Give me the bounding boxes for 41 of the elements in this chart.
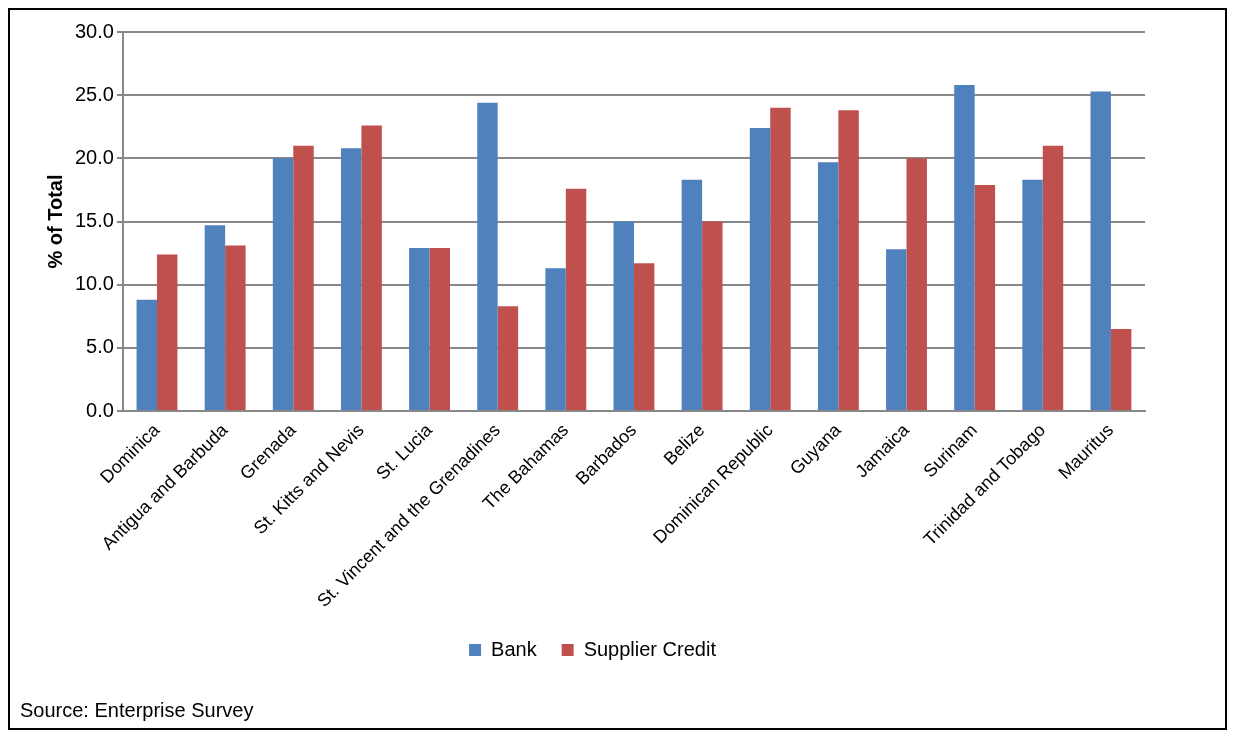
bar xyxy=(565,188,587,411)
bar xyxy=(272,158,294,411)
y-tick-label: 25.0 xyxy=(74,82,114,105)
bar xyxy=(545,268,566,411)
bar xyxy=(429,248,450,411)
bar xyxy=(974,184,996,411)
bar xyxy=(1042,145,1064,411)
bar xyxy=(817,162,839,411)
y-tick-label: 10.0 xyxy=(74,272,114,295)
y-tick-label: 30.0 xyxy=(74,19,114,42)
bar xyxy=(340,148,362,411)
bar xyxy=(1090,91,1111,411)
y-tick-label: 15.0 xyxy=(74,209,114,232)
bar xyxy=(770,107,791,411)
y-tick-label: 20.0 xyxy=(74,145,114,168)
bar xyxy=(361,125,382,411)
bar xyxy=(204,225,226,411)
bar xyxy=(157,254,178,411)
bar xyxy=(293,145,314,411)
bar xyxy=(477,102,498,411)
bar xyxy=(409,248,430,411)
bar xyxy=(906,158,927,411)
y-tick-label: 0.0 xyxy=(86,398,114,421)
bar xyxy=(497,306,519,411)
bar xyxy=(954,85,975,411)
bar xyxy=(136,299,157,411)
bar xyxy=(613,221,634,411)
y-tick-label: 5.0 xyxy=(86,335,114,358)
bar xyxy=(749,128,771,411)
bar xyxy=(886,249,907,411)
bar xyxy=(1022,179,1043,411)
bar xyxy=(702,221,723,411)
legend-label: Bank xyxy=(491,637,538,660)
source-note: Source: Enterprise Survey xyxy=(20,699,254,722)
bar xyxy=(838,110,859,411)
bar xyxy=(633,263,655,411)
bar xyxy=(1110,328,1132,411)
bar xyxy=(225,245,246,411)
bar xyxy=(681,179,703,411)
y-axis-title: % of Total xyxy=(43,174,66,269)
legend-label: Supplier Credit xyxy=(583,637,717,660)
